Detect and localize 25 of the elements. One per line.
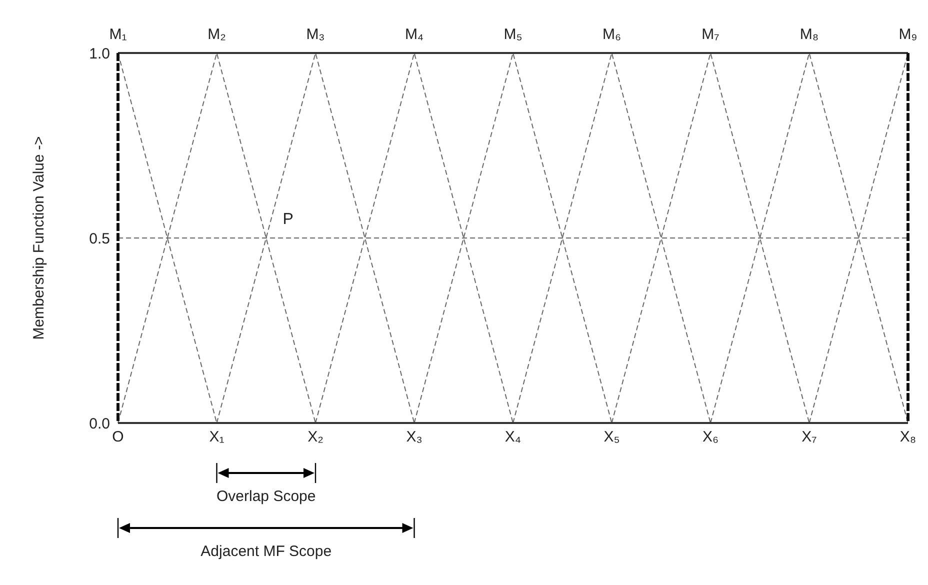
text: Adjacent MF Scope	[200, 543, 332, 560]
series-label: M₆	[602, 26, 622, 43]
y-axis-title: Membership Function Value ->	[30, 136, 48, 340]
series-label: M₁	[109, 26, 127, 43]
series-label: M₄	[404, 26, 424, 43]
annotation: P	[282, 211, 294, 228]
x-tick-label: X₁	[209, 428, 224, 446]
text: Overlap Scope	[216, 488, 316, 505]
x-tick-label: X₂	[308, 428, 324, 446]
y-tick-label: 1.0	[89, 45, 110, 62]
x-tick-label: O	[112, 428, 124, 446]
series-label: M₅	[504, 26, 522, 43]
series-label: M₂	[208, 26, 226, 43]
x-tick-label: X₄	[504, 428, 522, 446]
y-tick-label: 0.5	[89, 230, 110, 248]
x-tick-label: X₃	[406, 428, 422, 446]
x-tick-label: X₅	[604, 428, 620, 446]
x-tick-label: X₇	[802, 428, 817, 446]
x-tick-label: X₆	[702, 428, 719, 446]
series-label: M₇	[702, 26, 720, 43]
series-label: M₉	[898, 26, 918, 43]
y-tick-label: 0.0	[89, 415, 110, 432]
x-tick-label: X₈	[900, 428, 916, 446]
series-label: M₃	[306, 26, 325, 43]
series-label: M₈	[800, 26, 819, 43]
